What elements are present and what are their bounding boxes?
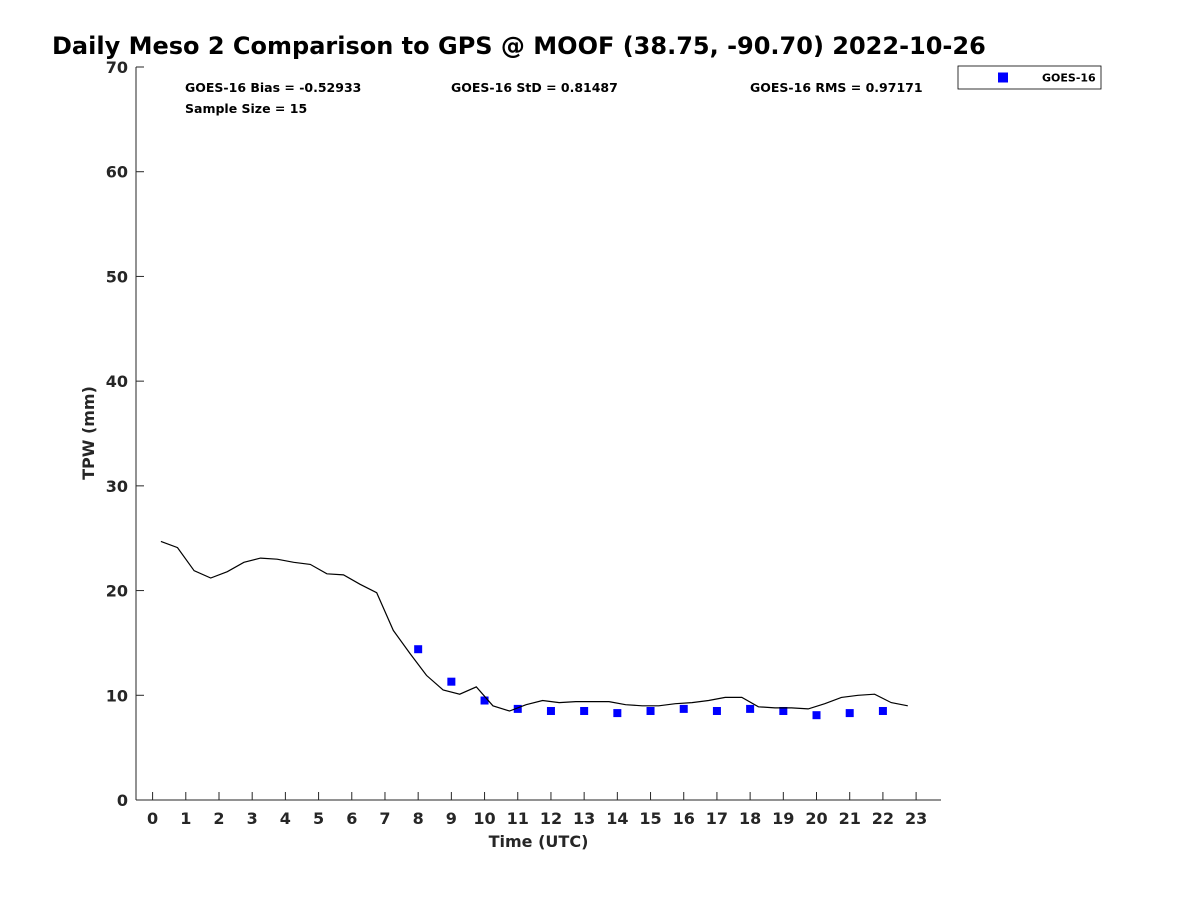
goes16-data-point — [480, 696, 489, 705]
x-tick-label: 21 — [839, 809, 861, 828]
x-tick-label: 20 — [805, 809, 827, 828]
y-tick-label: 20 — [106, 582, 128, 601]
y-tick-label: 30 — [106, 477, 128, 496]
axes: 0 1 2 3 4 5 6 7 8 9 10 11 12 13 14 15 16 17 18 19 20 21 22 2301… — [106, 58, 941, 828]
x-tick-label: 3 — [247, 809, 258, 828]
x-tick-label: 10 — [473, 809, 495, 828]
goes16-data-point — [712, 706, 721, 715]
x-tick-label: 16 — [673, 809, 695, 828]
x-tick-label: 17 — [706, 809, 728, 828]
x-tick-label: 5 — [313, 809, 324, 828]
x-tick-label: 23 — [905, 809, 927, 828]
x-tick-label: 0 — [147, 809, 158, 828]
x-tick-label: 15 — [639, 809, 661, 828]
x-axis-label: Time (UTC) — [489, 832, 589, 851]
plot-area: GOES-16 Bias = -0.52933 GOES-16 StD = 0.… — [106, 58, 941, 828]
y-tick-label: 60 — [106, 163, 128, 182]
x-tick-label: 6 — [346, 809, 357, 828]
x-tick-label: 22 — [872, 809, 894, 828]
x-tick-label: 18 — [739, 809, 761, 828]
x-tick-label: 19 — [772, 809, 794, 828]
y-tick-label: 70 — [106, 58, 128, 77]
goes16-data-point — [546, 706, 555, 715]
goes16-data-point — [878, 706, 887, 715]
goes16-data-point — [679, 704, 688, 713]
y-tick-label: 0 — [117, 791, 128, 810]
goes16-data-point — [845, 709, 854, 718]
legend-label-goes16: GOES-16 — [1042, 72, 1096, 85]
series-layer — [160, 540, 908, 720]
legend: GOES-16 — [957, 65, 1102, 90]
chart-title: Daily Meso 2 Comparison to GPS @ MOOF (3… — [52, 32, 986, 60]
sample-size-annotation: Sample Size = 15 — [185, 101, 307, 116]
x-tick-label: 7 — [379, 809, 390, 828]
x-tick-label: 1 — [180, 809, 191, 828]
goes16-data-point — [414, 645, 423, 654]
x-tick-label: 2 — [213, 809, 224, 828]
std-annotation: GOES-16 StD = 0.81487 — [451, 80, 618, 95]
x-tick-label: 4 — [280, 809, 291, 828]
y-axis-label: TPW (mm) — [79, 386, 98, 480]
stats-annotations: GOES-16 Bias = -0.52933 GOES-16 StD = 0.… — [185, 80, 923, 116]
x-tick-label: 8 — [413, 809, 424, 828]
goes16-data-point — [513, 704, 522, 713]
goes16-data-point — [779, 706, 788, 715]
y-tick-label: 40 — [106, 372, 128, 391]
y-tick-label: 50 — [106, 267, 128, 286]
gps-tpw-line — [160, 540, 908, 712]
x-tick-label: 11 — [507, 809, 529, 828]
goes16-data-point — [812, 711, 821, 720]
x-tick-label: 13 — [573, 809, 595, 828]
bias-annotation: GOES-16 Bias = -0.52933 — [185, 80, 361, 95]
goes16-data-point — [580, 706, 589, 715]
x-tick-label: 9 — [446, 809, 457, 828]
goes16-data-point — [613, 709, 622, 718]
goes16-data-point — [746, 704, 755, 713]
x-tick-label: 14 — [606, 809, 628, 828]
x-tick-label: 12 — [540, 809, 562, 828]
rms-annotation: GOES-16 RMS = 0.97171 — [750, 80, 923, 95]
goes16-data-point — [646, 706, 655, 715]
legend-box — [957, 65, 1102, 90]
goes16-data-point — [447, 677, 456, 686]
legend-swatch-square-icon — [998, 72, 1008, 83]
y-tick-label: 10 — [106, 686, 128, 705]
